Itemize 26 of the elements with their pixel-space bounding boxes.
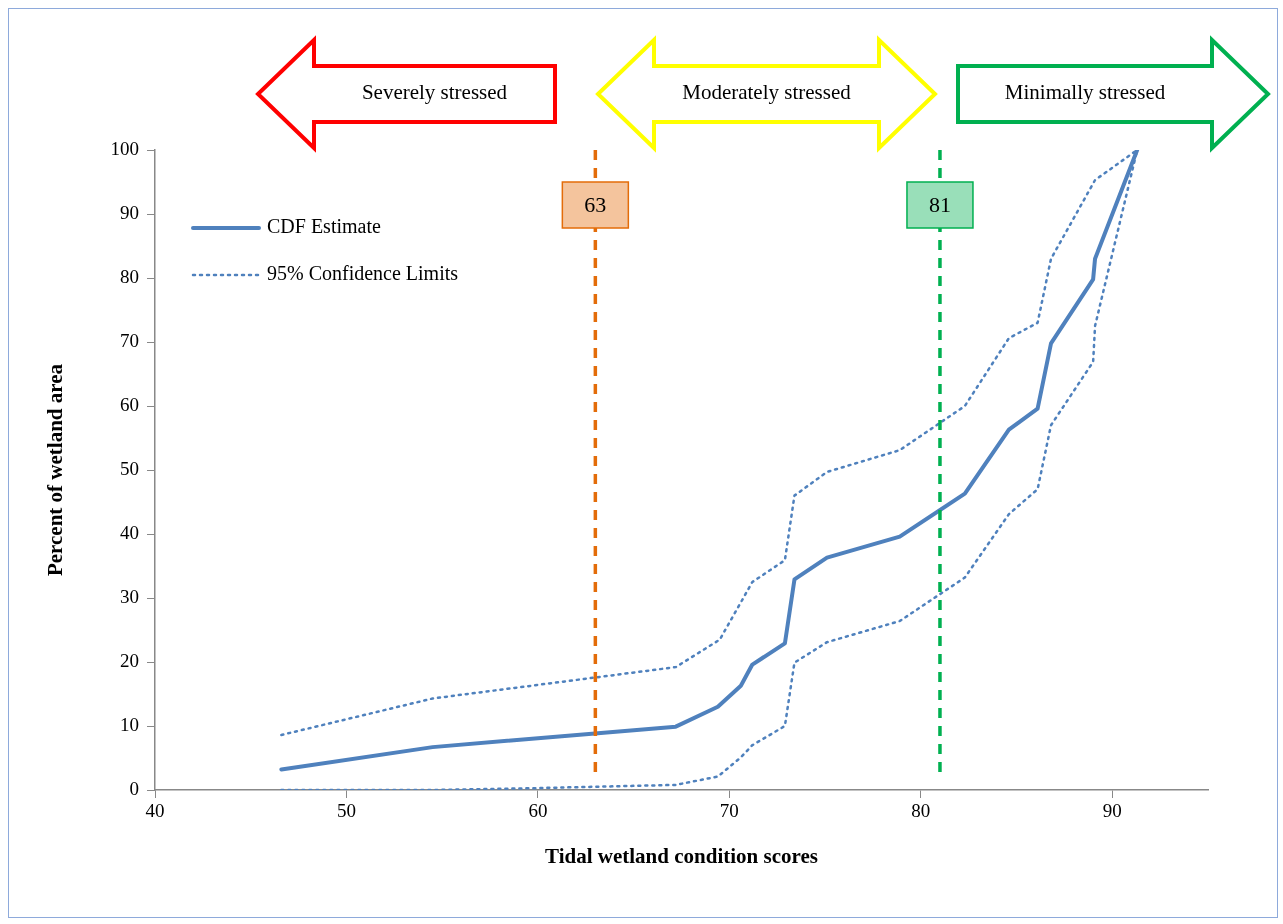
legend-label: CDF Estimate [267, 215, 382, 238]
y-tick-label: 20 [120, 649, 139, 671]
y-tick-label: 60 [120, 393, 139, 415]
y-axis-title: Percent of wetland area [43, 363, 68, 577]
y-tick-label: 100 [110, 137, 139, 159]
x-axis-title: Tidal wetland condition scores [545, 843, 818, 868]
text: Moderately stressed [682, 80, 851, 105]
x-tick-label: 80 [911, 800, 931, 822]
y-tick-label: 0 [129, 777, 139, 799]
x-tick-label: 40 [145, 800, 165, 822]
ref-line-label: 81 [928, 191, 951, 217]
text: Minimally stressed [1004, 80, 1166, 105]
y-tick-label: 10 [120, 713, 139, 735]
x-tick-label: 90 [1102, 800, 1122, 822]
x-tick-label: 60 [528, 800, 548, 822]
x-tick-label: 50 [336, 800, 356, 822]
text: Severely stressed [361, 80, 508, 105]
y-tick-label: 70 [120, 329, 139, 351]
y-tick-label: 30 [120, 585, 139, 607]
y-tick-label: 80 [120, 265, 139, 287]
x-tick-label: 70 [719, 800, 739, 822]
legend-label: 95% Confidence Limits [267, 262, 459, 285]
y-tick-label: 50 [120, 457, 139, 479]
y-tick-label: 90 [120, 201, 139, 223]
ref-line-label: 63 [584, 191, 607, 217]
y-tick-label: 40 [120, 521, 139, 543]
